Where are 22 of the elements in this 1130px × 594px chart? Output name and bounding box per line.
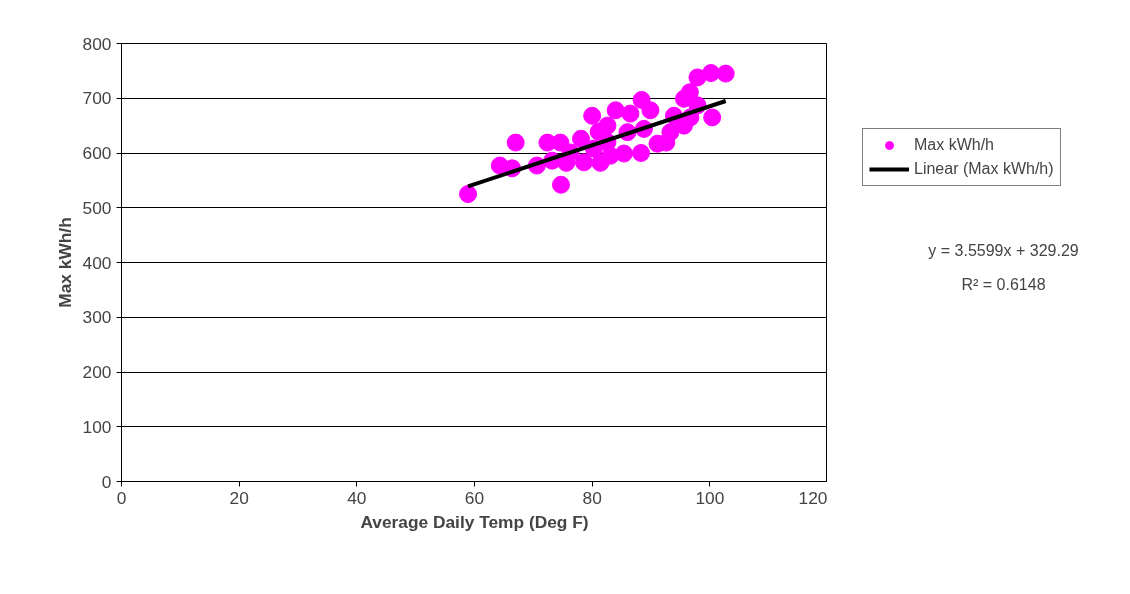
y-tick-label: 100 <box>82 416 112 437</box>
x-axis-title: Average Daily Temp (Deg F) <box>360 511 589 532</box>
x-tick-label: 80 <box>582 487 602 508</box>
text: R² = 0.6148 <box>961 276 1046 293</box>
x-tick-label: 20 <box>229 487 249 508</box>
legend-label: Max kWh/h <box>914 136 995 154</box>
x-tick-label: 120 <box>798 487 828 508</box>
y-axis-title: Max kWh/h <box>54 217 75 308</box>
text: y = 3.5599x + 329.29 <box>928 242 1079 259</box>
y-tick-label: 400 <box>82 252 112 273</box>
legend-label: Linear (Max kWh/h) <box>914 160 1054 178</box>
y-tick-label: 0 <box>101 471 112 492</box>
y-tick-label: 700 <box>82 88 112 109</box>
x-tick-label: 0 <box>116 487 127 508</box>
x-tick-label: 100 <box>695 487 725 508</box>
y-tick-label: 800 <box>82 33 112 54</box>
x-tick-label: 60 <box>464 487 485 508</box>
y-tick-label: 600 <box>82 143 112 163</box>
x-tick-label: 40 <box>347 487 367 508</box>
y-tick-label: 500 <box>82 197 112 218</box>
y-tick-label: 300 <box>82 307 112 328</box>
y-tick-label: 200 <box>82 362 112 382</box>
